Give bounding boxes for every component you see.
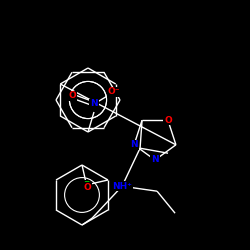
Text: N: N (151, 156, 159, 164)
Text: NH⁺: NH⁺ (112, 182, 132, 191)
Text: O: O (164, 116, 172, 125)
Text: O⁻: O⁻ (108, 88, 120, 96)
Text: F: F (83, 180, 89, 190)
Text: O: O (83, 182, 91, 192)
Text: O: O (68, 92, 76, 100)
Text: N: N (90, 100, 98, 108)
Text: N: N (130, 140, 138, 149)
